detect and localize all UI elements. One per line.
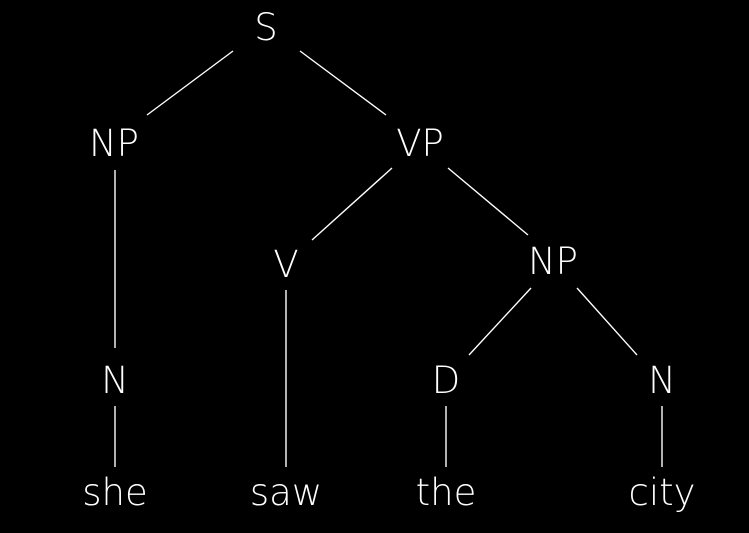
word-city: city [628, 471, 695, 514]
node-n-2: N [648, 359, 676, 402]
word-she: she [82, 471, 148, 514]
edge-vp-np [447, 167, 529, 236]
node-n: N [101, 359, 129, 402]
node-v: V [273, 243, 298, 286]
node-vp: VP [396, 122, 444, 165]
edge-s-vp [299, 50, 387, 116]
word-the: the [416, 471, 477, 514]
tree-labels: S NP VP N V NP D N she saw the city [82, 6, 695, 514]
edge-vp-v [311, 167, 393, 241]
node-np-2: NP [528, 240, 578, 283]
tree-edges [114, 50, 663, 467]
edge-np-n2 [576, 287, 638, 356]
node-np: NP [89, 122, 139, 165]
word-saw: saw [250, 471, 322, 514]
edge-s-np [146, 50, 234, 116]
node-d: D [432, 359, 461, 402]
edge-np-d [468, 287, 532, 356]
node-s: S [254, 6, 278, 49]
